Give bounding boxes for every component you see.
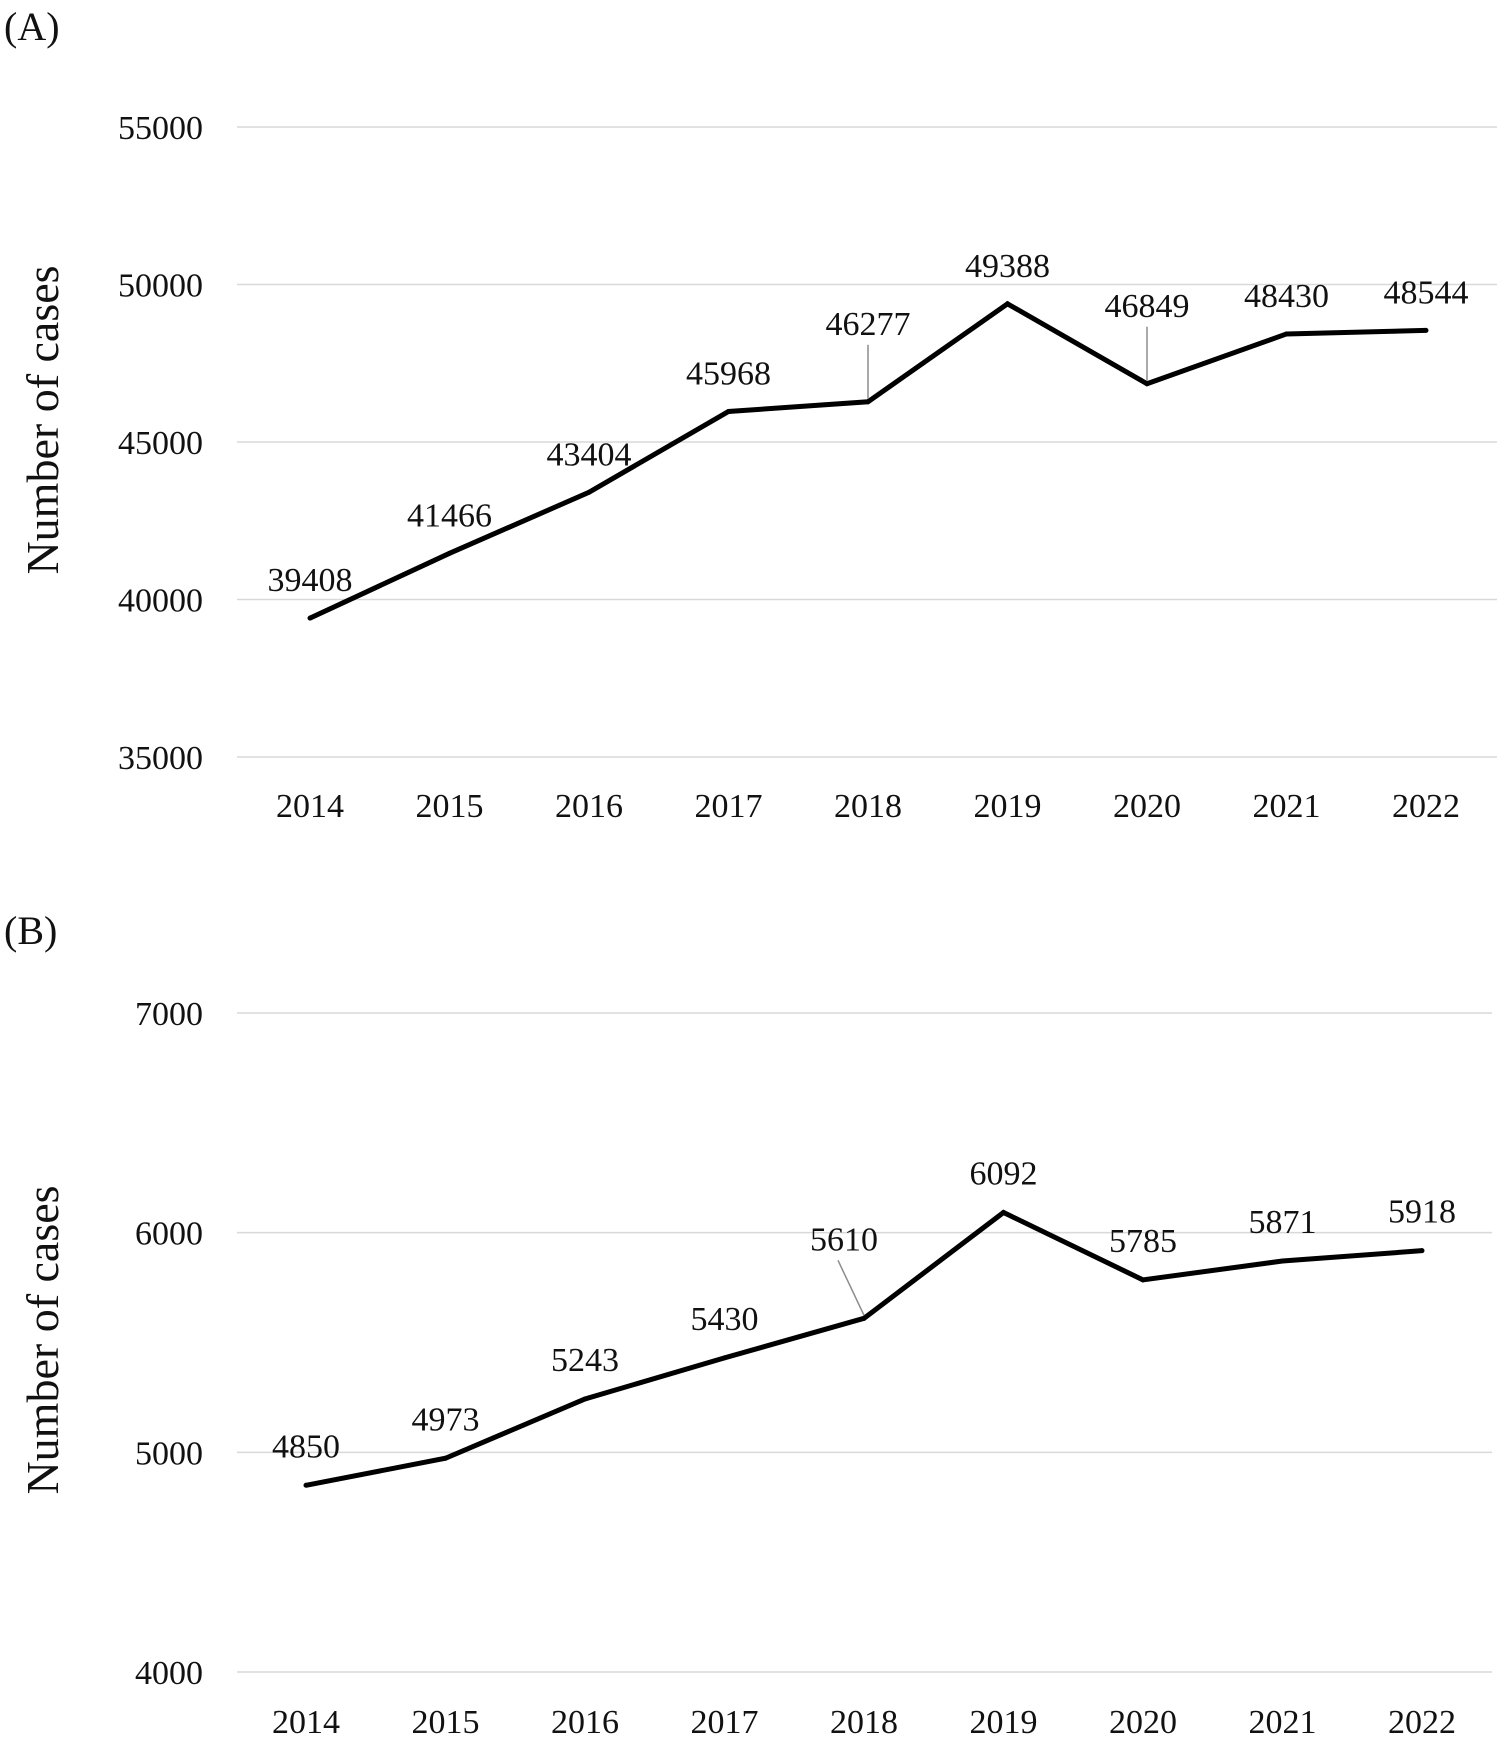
panel-b-xtick-label: 2015 [412,1704,480,1740]
panel-b-data-point [1419,1248,1425,1254]
panel-a-data-label: 45968 [686,356,771,393]
panel-a-data-label: 49388 [965,248,1050,285]
panel-a-ytick-label: 35000 [118,740,203,777]
panel-b-data-point [1140,1277,1146,1283]
panel-b-xtick-label: 2017 [691,1704,759,1740]
panel-a-data-point [1423,327,1429,333]
panel-a-data-label: 48544 [1384,274,1469,311]
panel-a-ytick-label: 45000 [118,425,203,462]
panel-a-chart: (A) 35000 40000 45000 50000 55000 Number of ca… [4,4,1497,825]
panel-b-data-label: 5871 [1249,1204,1317,1241]
panel-a-data-label: 46849 [1105,288,1190,325]
panel-b-xtick-label: 2019 [970,1704,1038,1740]
panel-b-ytick-label: 5000 [135,1435,203,1472]
panel-a-data-label: 39408 [268,562,353,599]
panel-b-data-point [1001,1209,1006,1215]
panel-a-data-point [586,489,592,495]
panel-b-data-point [861,1315,867,1321]
panel-b-data-label: 4850 [272,1428,340,1465]
panel-a-data-label: 41466 [407,497,492,534]
panel-a-xtick-label: 2018 [834,788,902,825]
panel-b-data-point [1280,1258,1285,1264]
panel-a-data-label: 43404 [547,436,632,473]
panel-b-data-point [303,1482,309,1488]
panel-a-data-label: 48430 [1244,278,1329,315]
panel-b-y-axis-title: Number of cases [17,1185,68,1494]
panel-a-data-label: 46277 [826,306,911,343]
panel-b-xtick-label: 2020 [1109,1704,1177,1740]
panel-b-ytick-label: 7000 [135,996,203,1033]
panel-a-label: (A) [4,4,60,49]
panel-a-data-point [447,550,452,556]
panel-b-ytick-label: 4000 [135,1655,203,1692]
panel-b-data-label: 5430 [691,1301,759,1338]
panel-b-ytick-label: 6000 [135,1216,203,1253]
panel-b-chart: (B) 4000 5000 6000 7000 Number of cases 2014 20… [4,908,1492,1741]
panel-a-y-axis-title: Number of cases [17,265,68,574]
panel-a-data-point [1144,381,1150,387]
panel-b-data-point [722,1355,727,1361]
panel-a-xtick-label: 2022 [1392,788,1460,825]
panel-a-xtick-label: 2016 [555,788,623,825]
panel-b-leader-line [837,1260,865,1316]
panel-a-data-point [307,615,313,621]
panel-b-xtick-label: 2021 [1249,1704,1317,1740]
panel-a-xtick-label: 2014 [276,788,344,825]
panel-b-xtick-label: 2016 [551,1704,619,1740]
panel-b-xtick-label: 2022 [1388,1704,1456,1740]
panel-b-data-label: 6092 [970,1155,1038,1192]
panel-b-data-point [443,1455,448,1461]
panel-b-data-label: 5785 [1109,1223,1177,1260]
panel-a-ytick-label: 40000 [118,583,203,620]
panel-b-data-label: 4973 [412,1401,480,1438]
panel-b-xtick-label: 2018 [830,1704,898,1740]
panel-b-data-label: 5610 [810,1221,878,1258]
panel-b-xtick-label: 2014 [272,1704,340,1740]
panel-a-ytick-label: 55000 [118,110,203,147]
panel-a-xtick-label: 2020 [1113,788,1181,825]
panel-a-xtick-label: 2019 [974,788,1042,825]
panel-b-data-label: 5918 [1388,1194,1456,1231]
panel-b-data-label: 5243 [551,1342,619,1379]
panel-a-data-point [865,399,871,405]
panel-a-ytick-label: 50000 [118,268,203,305]
panel-a-xtick-label: 2021 [1253,788,1321,825]
panel-b-data-point [582,1396,588,1402]
panel-a-data-point [1284,331,1289,337]
panel-a-data-point [726,409,731,415]
panel-a-data-point [1005,301,1010,307]
panel-a-xtick-label: 2015 [416,788,484,825]
panel-a-xtick-label: 2017 [695,788,763,825]
panel-b-label: (B) [4,908,57,953]
